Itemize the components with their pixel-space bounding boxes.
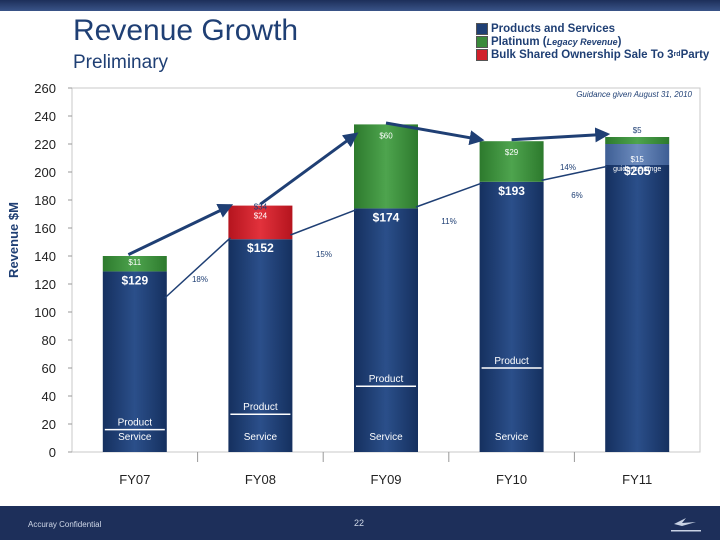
x-tick-label: FY10 — [496, 472, 527, 487]
service-text: Service — [369, 432, 403, 443]
legend-note: Legacy Revenue — [546, 36, 618, 47]
value-label-bulk-sale: $24 — [254, 212, 268, 221]
y-tick-label: 80 — [42, 333, 56, 348]
growth-label: 6% — [571, 191, 583, 200]
y-tick-label: 60 — [42, 361, 56, 376]
bar-products-segment — [605, 165, 670, 452]
bar-products-segment — [102, 271, 167, 452]
guidance-range-segment — [605, 144, 670, 165]
legend-label: Bulk Shared Ownership Sale To 3 — [491, 48, 674, 61]
x-tick-label: FY11 — [622, 472, 652, 487]
legend-suffix: Party — [680, 48, 710, 61]
y-tick-label: 240 — [34, 109, 56, 124]
value-label-platinum: $11 — [128, 258, 141, 267]
bar-products-segment — [228, 239, 293, 452]
legend: Products and Services Platinum ( Legacy … — [476, 22, 709, 61]
service-text: Service — [495, 432, 529, 443]
bar-platinum-segment — [354, 124, 418, 209]
guidance-note: Guidance given August 31, 2010 — [576, 90, 692, 99]
legend-swatch-red — [476, 48, 488, 61]
guidance-range-note: guidance range — [613, 166, 661, 173]
slide-subtitle: Preliminary — [73, 52, 169, 73]
top-bar — [0, 0, 720, 11]
legend-swatch-blue — [476, 22, 488, 35]
product-text: Product — [118, 418, 153, 429]
growth-label: 15% — [316, 250, 332, 259]
value-label-products: $205 — [624, 164, 651, 178]
growth-label: 14% — [560, 163, 576, 172]
growth-arrow — [127, 204, 234, 256]
growth-connector — [290, 209, 357, 236]
growth-arrow — [511, 127, 611, 143]
y-tick-label: 40 — [42, 389, 56, 404]
y-tick-label: 20 — [42, 417, 56, 432]
product-text: Product — [494, 356, 529, 367]
growth-connector — [415, 182, 482, 208]
revenue-chart: Guidance given August 31, 2010 Revenue $M… — [6, 81, 701, 487]
guidance-range-value: $15 — [631, 155, 645, 164]
slide-title: Revenue Growth — [73, 14, 299, 47]
y-tick-label: 120 — [34, 277, 56, 292]
x-tick-label: FY09 — [370, 472, 401, 487]
value-label-products: $193 — [498, 184, 525, 198]
page-number: 22 — [354, 518, 365, 528]
growth-arrow — [259, 132, 359, 206]
value-label-products: $174 — [373, 210, 400, 224]
growth-connector — [164, 237, 231, 299]
legend-label: Products and Services — [491, 22, 615, 35]
value-label-products: $152 — [247, 241, 274, 255]
growth-label: 18% — [192, 275, 208, 284]
value-label-platinum: $5 — [633, 126, 642, 135]
fy08-combined-label: $34 — [254, 203, 268, 212]
product-text: Product — [243, 402, 278, 413]
bar-products-segment — [479, 181, 544, 453]
bar-products-segment — [354, 208, 418, 452]
bar-platinum-segment — [102, 256, 167, 272]
footer-confidential: Accuray Confidential — [28, 520, 102, 529]
value-label-platinum: $60 — [379, 131, 393, 140]
y-tick-label: 100 — [34, 305, 56, 320]
product-text: Product — [369, 374, 404, 385]
company-logo-icon — [671, 518, 701, 532]
y-tick-label: 160 — [34, 221, 56, 236]
service-text: Service — [118, 432, 152, 443]
value-label-platinum: $29 — [505, 148, 519, 157]
growth-connector — [541, 165, 608, 182]
y-tick-label: 220 — [34, 137, 56, 152]
growth-arrow — [385, 121, 485, 146]
legend-swatch-green — [476, 35, 488, 48]
y-tick-label: 180 — [34, 193, 56, 208]
growth-label: 11% — [441, 217, 456, 226]
legend-item-platinum: Platinum ( Legacy Revenue ) — [476, 35, 709, 48]
y-tick-label: 260 — [34, 81, 56, 96]
footer: Accuray Confidential 22 — [0, 506, 720, 540]
legend-item-bulk-sale: Bulk Shared Ownership Sale To 3 rd Party — [476, 48, 709, 61]
bar-bulk-sale-segment — [228, 205, 293, 240]
y-tick-label: 0 — [49, 445, 56, 460]
legend-suffix: ) — [617, 35, 622, 48]
y-tick-label: 140 — [34, 249, 56, 264]
service-text: Service — [244, 432, 278, 443]
legend-sup: rd — [673, 51, 681, 58]
x-tick-label: FY07 — [119, 472, 150, 487]
bar-platinum-segment — [479, 141, 544, 182]
legend-label: Platinum ( — [491, 35, 547, 48]
bar-platinum-segment — [605, 137, 670, 144]
y-tick-label: 200 — [34, 165, 56, 180]
y-axis-label: Revenue $M — [6, 202, 21, 278]
x-tick-label: FY08 — [245, 472, 276, 487]
value-label-products: $129 — [121, 273, 148, 287]
legend-item-products: Products and Services — [476, 22, 709, 35]
